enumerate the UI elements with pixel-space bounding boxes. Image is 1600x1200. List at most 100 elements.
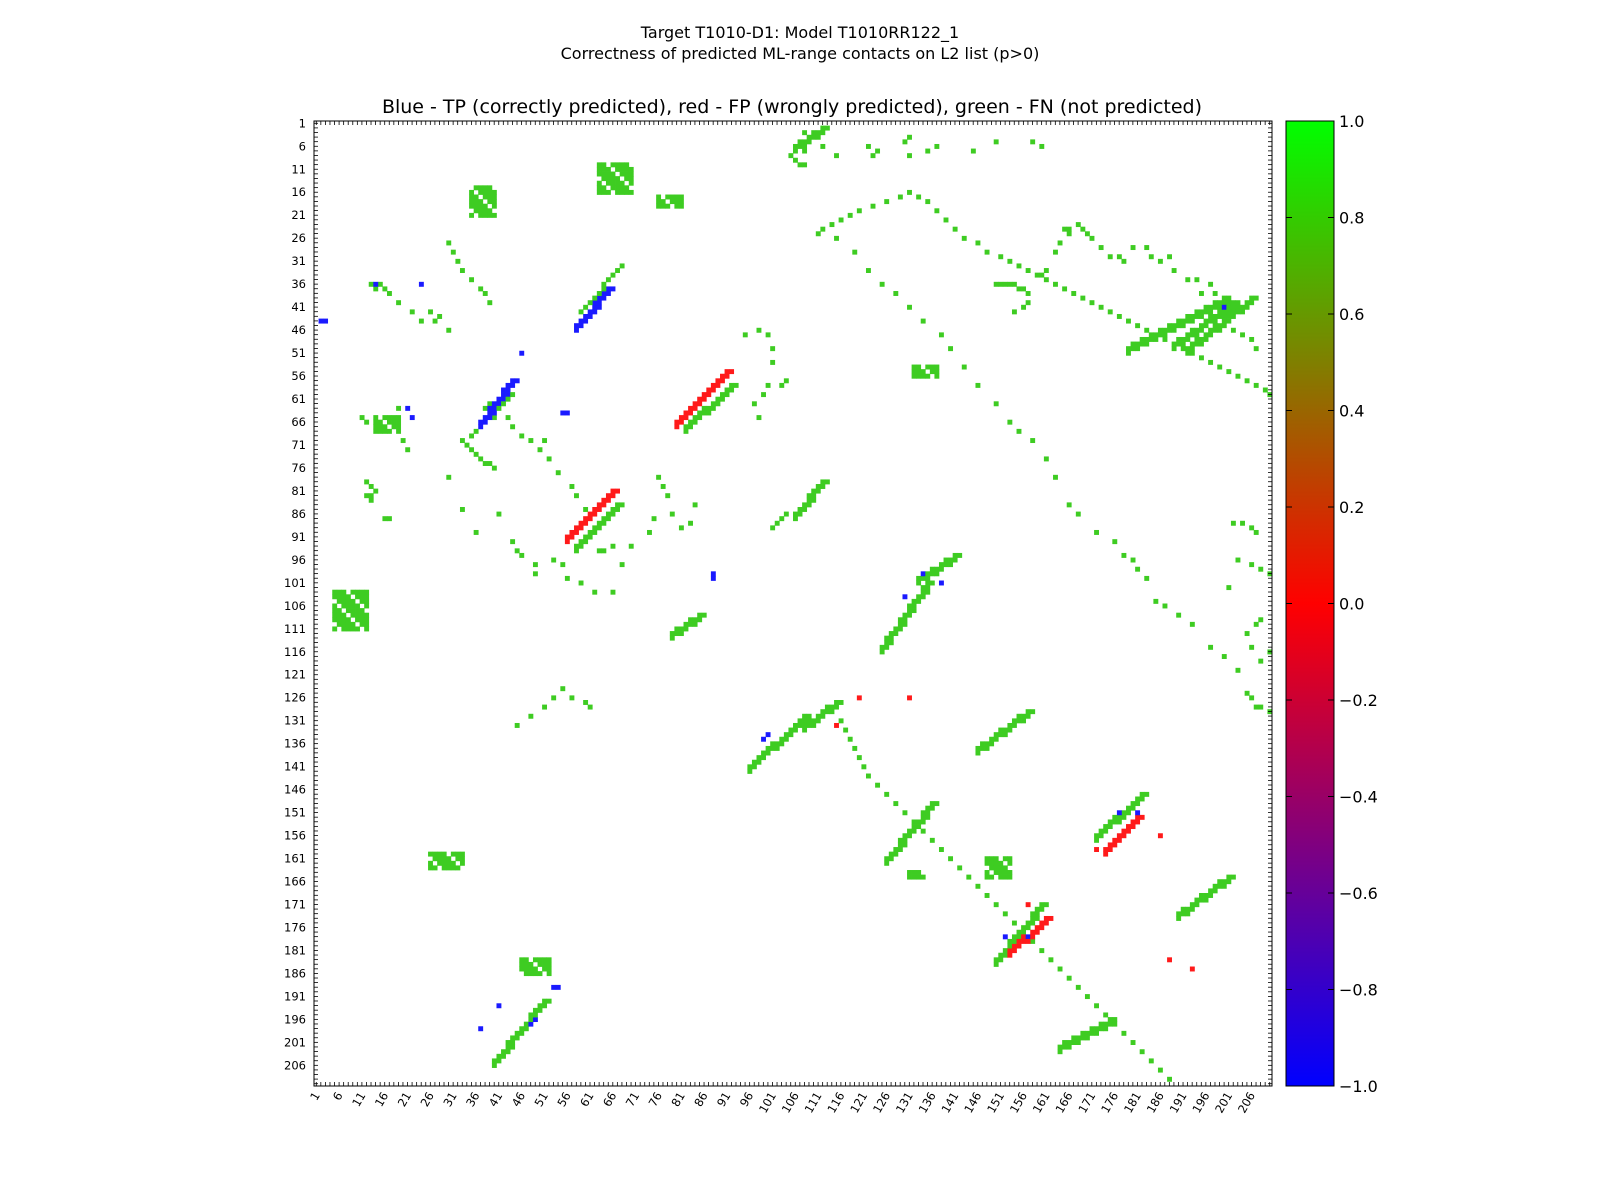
contact-cell-tp bbox=[1135, 810, 1141, 816]
contact-cell-fn bbox=[907, 608, 912, 614]
contact-cell-fn bbox=[478, 199, 484, 205]
contact-cell-fn bbox=[829, 704, 835, 710]
contact-cell-tp bbox=[578, 323, 584, 329]
contact-cell-fn bbox=[496, 405, 502, 411]
contact-cell-fn bbox=[473, 199, 479, 205]
contact-cell-fp bbox=[678, 419, 684, 425]
contact-cell-fn bbox=[459, 856, 465, 862]
contact-cell-tp bbox=[1025, 934, 1031, 940]
contact-cell-fn bbox=[583, 507, 589, 512]
contact-cell-fn bbox=[1208, 281, 1214, 287]
contact-cell-fn bbox=[596, 185, 602, 191]
contact-cell-fn bbox=[701, 410, 707, 416]
contact-cell-fn bbox=[391, 424, 397, 430]
contact-cell-fn bbox=[710, 405, 716, 411]
contact-cell-fn bbox=[1249, 695, 1255, 701]
contact-cell-fn bbox=[1194, 309, 1200, 315]
contact-cell-fn bbox=[528, 971, 534, 977]
contact-cell-fp bbox=[688, 410, 693, 416]
colorbar-tick-label: 0.0 bbox=[1339, 595, 1364, 614]
contact-cell-fn bbox=[482, 203, 488, 209]
contact-cell-fn bbox=[409, 309, 415, 315]
contact-cell-fn bbox=[1034, 906, 1040, 912]
contact-cell-tp bbox=[510, 382, 516, 388]
contact-cell-fn bbox=[1212, 314, 1218, 319]
contact-cell-tp bbox=[487, 405, 493, 411]
contact-cell-fn bbox=[911, 369, 917, 375]
contact-cell-fn bbox=[902, 837, 908, 843]
contact-cell-fn bbox=[592, 529, 598, 535]
contact-cell-fn bbox=[893, 801, 899, 807]
x-tick-label: 191 bbox=[1167, 1090, 1190, 1116]
contact-cell-fp bbox=[1107, 847, 1113, 852]
contact-cell-fn bbox=[989, 874, 995, 880]
contact-cell-fn bbox=[1221, 295, 1227, 301]
colorbar-tick-label: 1.0 bbox=[1339, 112, 1364, 131]
contact-cell-fn bbox=[341, 617, 347, 623]
contact-cell-fn bbox=[619, 166, 625, 172]
contact-cell-fn bbox=[957, 552, 963, 558]
contact-cell-fn bbox=[920, 828, 926, 834]
contact-cell-fn bbox=[989, 865, 995, 871]
contact-cell-fn bbox=[345, 621, 351, 627]
contact-cell-fn bbox=[1199, 314, 1204, 319]
contact-cell-fp bbox=[574, 529, 579, 535]
contact-cell-fp bbox=[701, 392, 707, 398]
contact-cell-fn bbox=[1025, 709, 1031, 715]
contact-cell-fn bbox=[802, 507, 808, 512]
contact-cell-fn bbox=[1253, 346, 1259, 352]
contact-cell-fn bbox=[911, 824, 917, 830]
contact-cell-fn bbox=[706, 405, 712, 411]
contact-cell-fn bbox=[1080, 295, 1086, 301]
contact-cell-fn bbox=[660, 199, 666, 205]
x-tick-label: 176 bbox=[1098, 1090, 1121, 1116]
contact-cell-fn bbox=[482, 461, 488, 466]
contact-cell-fn bbox=[355, 589, 360, 595]
contact-cell-tp bbox=[583, 314, 589, 319]
y-tick-label: 81 bbox=[291, 484, 306, 498]
contact-cell-fn bbox=[907, 134, 912, 140]
contact-cell-fn bbox=[615, 162, 620, 168]
contact-cell-fn bbox=[1094, 1026, 1099, 1032]
x-tick-label: 56 bbox=[554, 1090, 573, 1110]
contact-cell-fn bbox=[1011, 309, 1017, 315]
contact-cell-fn bbox=[966, 874, 972, 880]
contact-cell-fn bbox=[368, 484, 374, 489]
contact-cell-fn bbox=[975, 382, 981, 388]
contact-cell-fp bbox=[1189, 966, 1195, 972]
suptitle-line2: Correctness of predicted ML-range contac… bbox=[561, 44, 1040, 63]
contact-cell-fn bbox=[1075, 222, 1081, 228]
contact-cell-fn bbox=[551, 695, 557, 701]
contact-cell-fn bbox=[1139, 791, 1145, 797]
contact-cell-fn bbox=[989, 736, 995, 742]
contact-cell-fn bbox=[989, 741, 995, 747]
contact-cell-fn bbox=[1144, 791, 1150, 797]
contact-cell-fp bbox=[605, 497, 611, 503]
contact-cell-fn bbox=[359, 589, 365, 595]
contact-cell-fn bbox=[888, 631, 894, 637]
contact-cell-fn bbox=[583, 700, 589, 705]
contact-cell-fn bbox=[487, 199, 493, 205]
contact-cell-fn bbox=[1021, 718, 1027, 724]
y-tick-label: 6 bbox=[299, 139, 306, 153]
contact-cell-fp bbox=[601, 502, 607, 508]
contact-cell-fn bbox=[441, 865, 447, 871]
contact-cell-tp bbox=[409, 415, 415, 421]
contact-cell-fn bbox=[382, 428, 388, 434]
y-tick-label: 146 bbox=[284, 783, 306, 797]
contact-cell-fn bbox=[601, 171, 607, 177]
contact-cell-fn bbox=[647, 529, 652, 535]
y-tick-label: 46 bbox=[291, 323, 306, 337]
contact-cell-fn bbox=[1130, 346, 1136, 352]
contact-cell-fn bbox=[916, 824, 922, 830]
contact-cell-fp bbox=[674, 419, 680, 425]
contact-cell-fn bbox=[897, 847, 903, 852]
contact-cell-fn bbox=[332, 589, 338, 595]
contact-cell-fn bbox=[487, 300, 493, 306]
contact-cell-fn bbox=[1098, 833, 1104, 839]
contact-cell-fn bbox=[952, 557, 958, 563]
contact-cell-fn bbox=[1107, 1021, 1113, 1027]
contact-cell-fn bbox=[601, 185, 607, 191]
contact-cell-fn bbox=[1135, 323, 1141, 329]
contact-cell-fn bbox=[482, 189, 488, 195]
